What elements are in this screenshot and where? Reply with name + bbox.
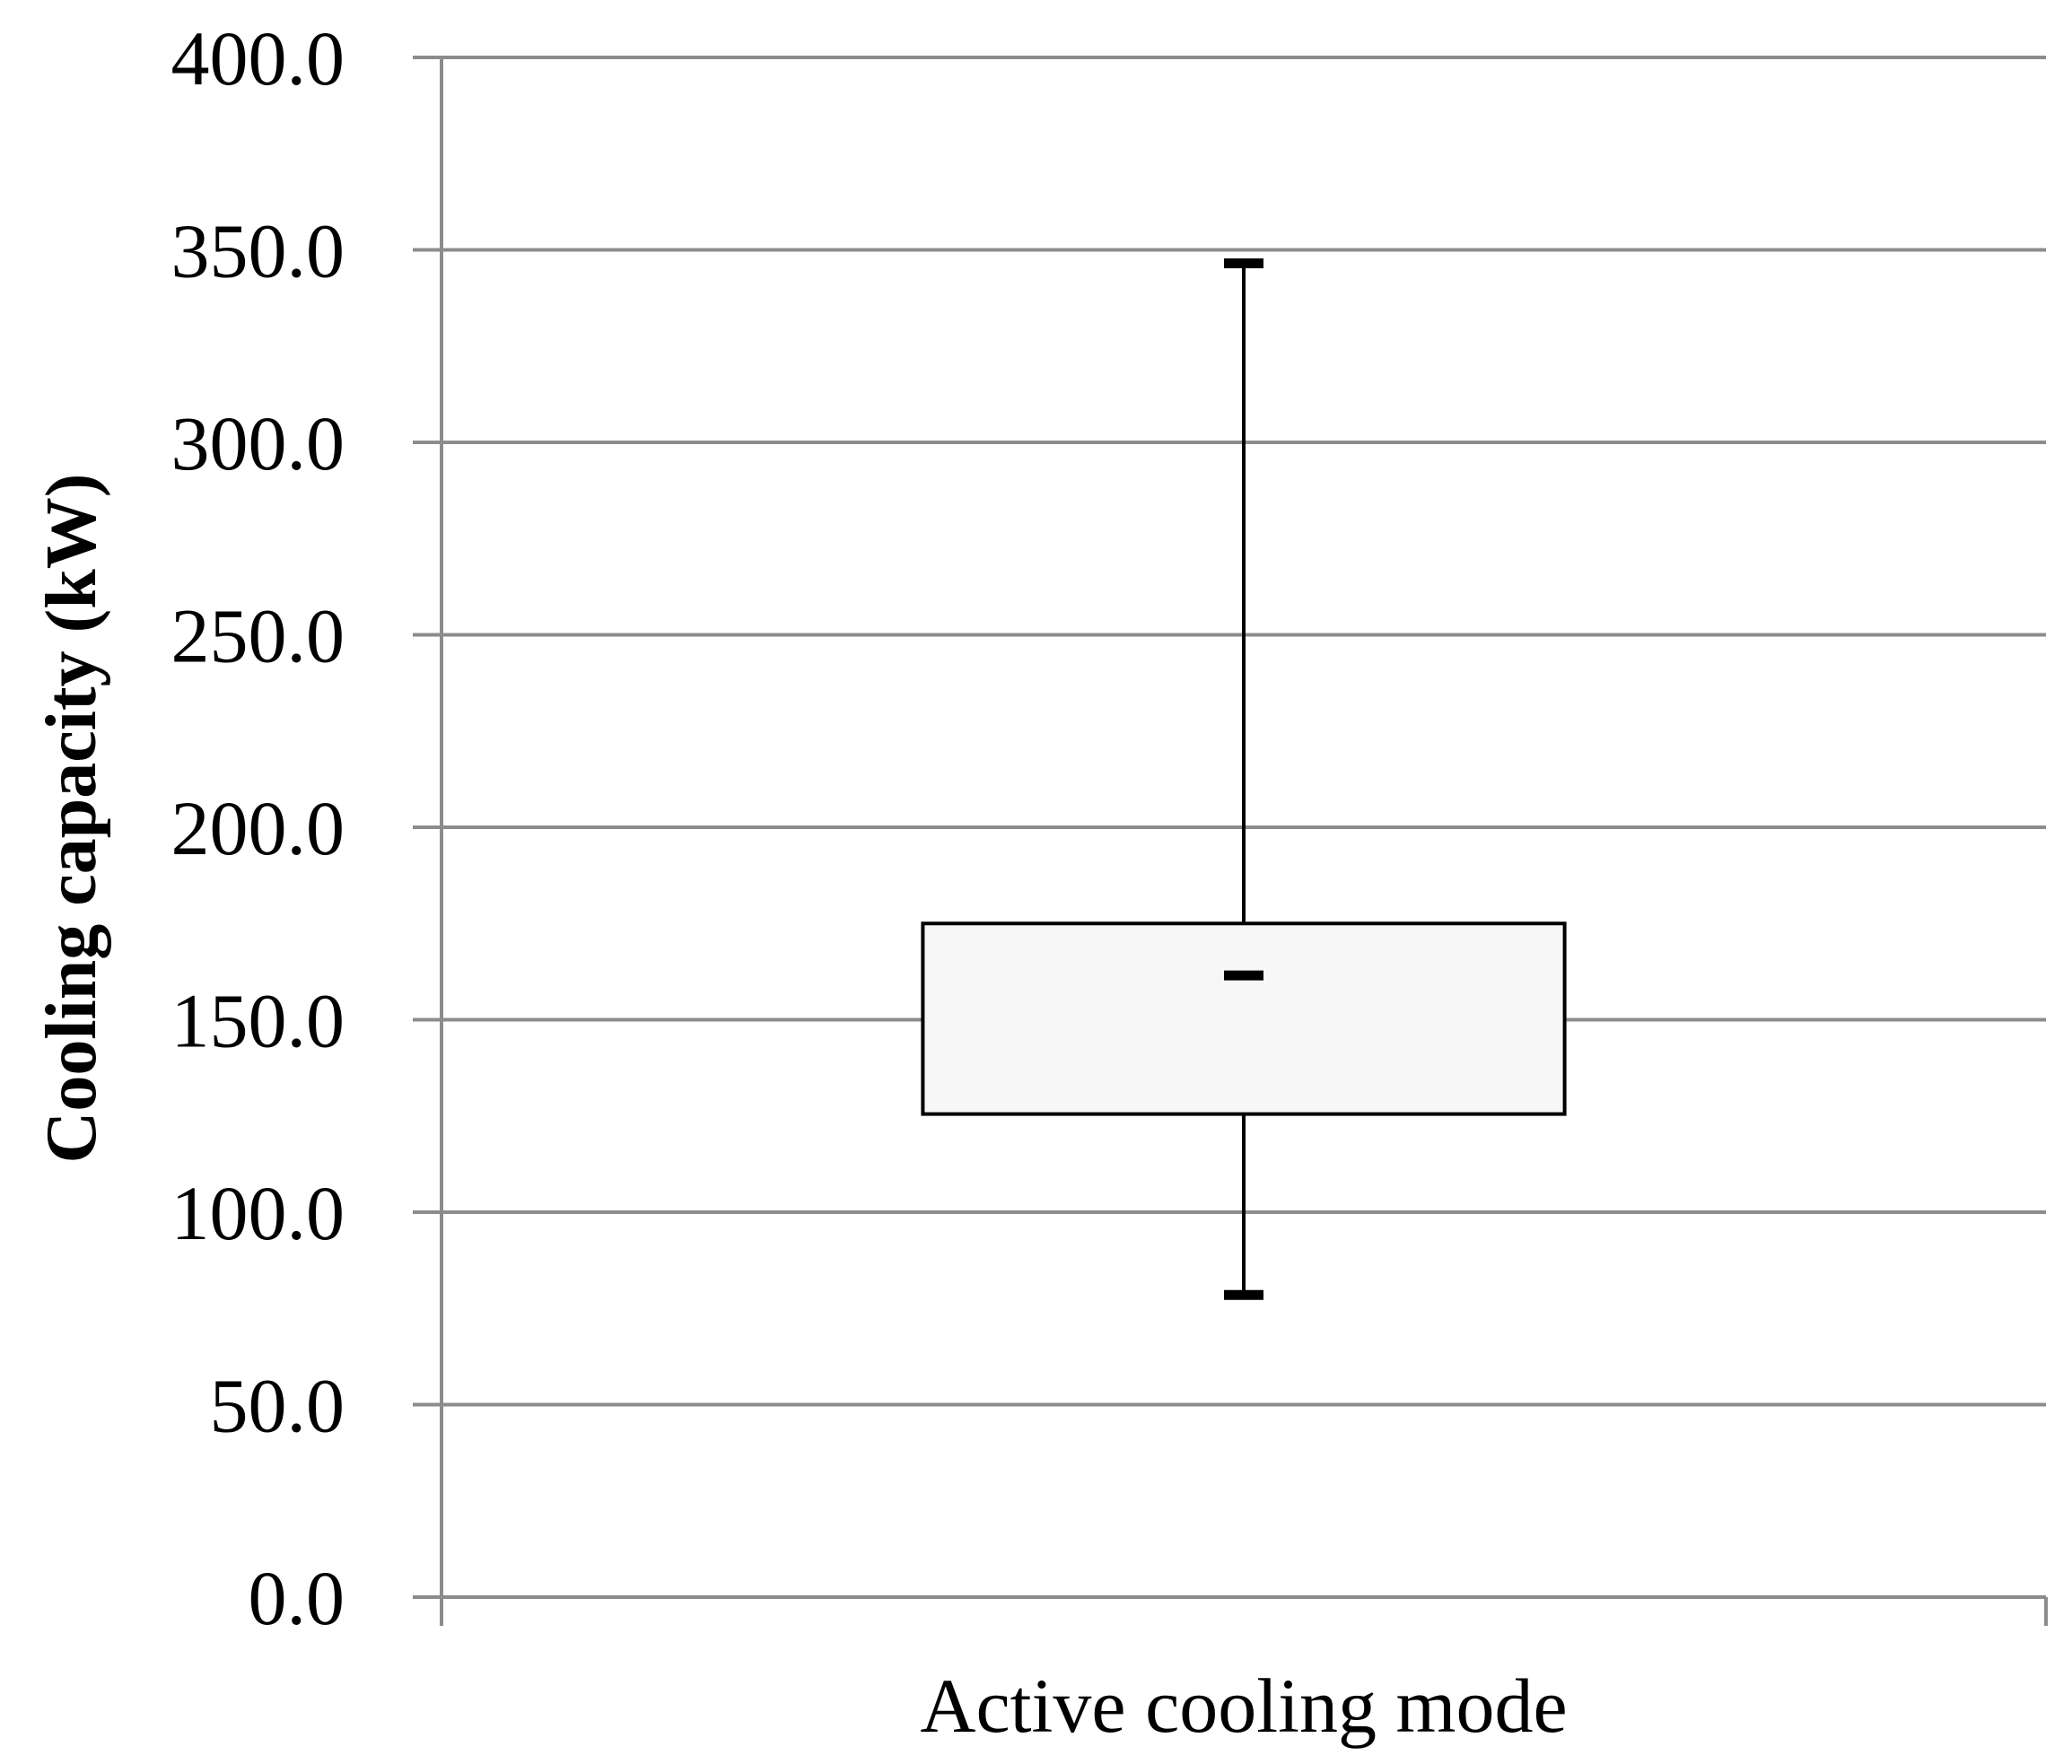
x-category-label: Active cooling mode [920, 1663, 1567, 1749]
y-axis-title: Cooling capacity (kW) [32, 474, 111, 1164]
iqr-box [921, 921, 1567, 1116]
gridlines [413, 56, 2046, 1599]
y-tick-labels: 0.0 50.0 100.0 150.0 200.0 250.0 300.0 350.0 400… [171, 15, 345, 1641]
y-tick-label: 300.0 [171, 400, 345, 486]
y-tick-label: 150.0 [171, 978, 345, 1064]
y-tick-label: 200.0 [171, 785, 345, 871]
y-tick-label: 350.0 [171, 208, 345, 294]
y-tick-label: 250.0 [171, 593, 345, 679]
x-category-labels: Active cooling mode [920, 1663, 1567, 1749]
axes [440, 57, 2048, 1626]
box-series [921, 258, 1567, 1300]
y-tick-label: 50.0 [210, 1363, 345, 1449]
y-tick-label: 100.0 [171, 1170, 345, 1256]
y-tick-label: 0.0 [249, 1555, 345, 1641]
y-tick-label: 400.0 [171, 15, 345, 101]
